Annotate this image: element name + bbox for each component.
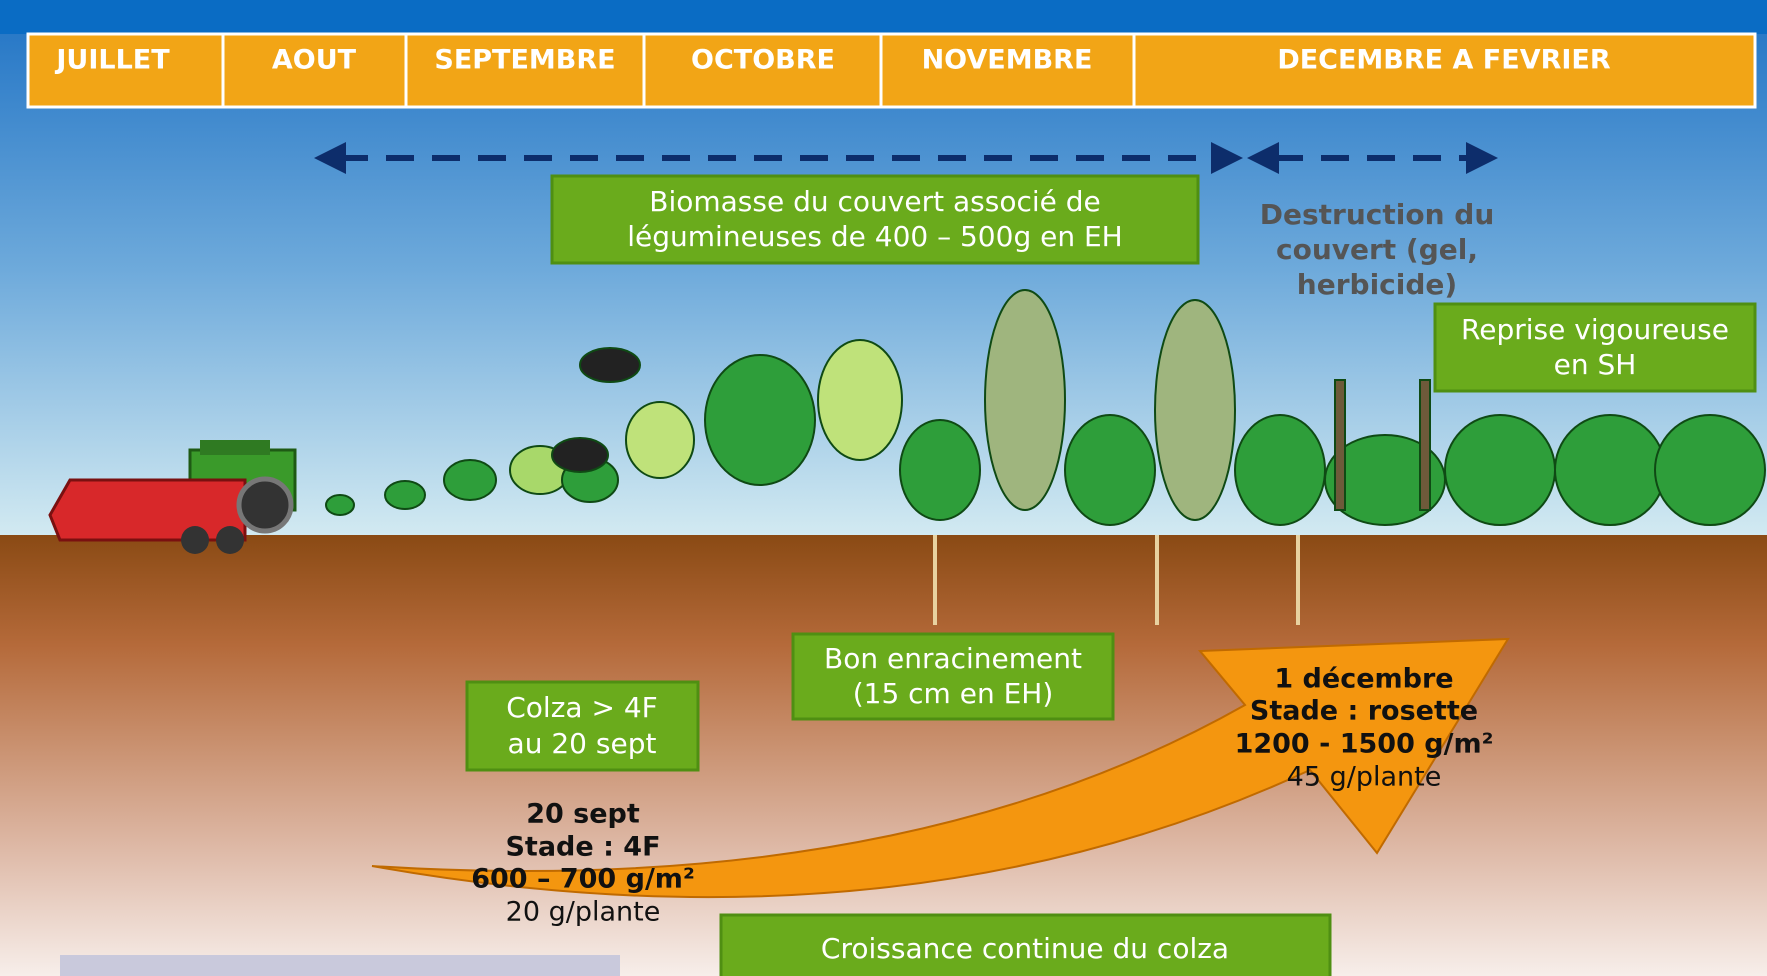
box-text: Bon enracinement	[824, 642, 1082, 675]
footer-strip	[60, 955, 620, 976]
destruction-text: Destruction du	[1260, 198, 1495, 231]
dec-text: 1 décembre	[1274, 664, 1453, 695]
month: NOVEMBRE	[922, 45, 1093, 76]
colza-box	[465, 680, 700, 772]
box-text: Colza > 4F	[506, 691, 658, 724]
box-text: en SH	[1554, 348, 1637, 381]
root-box	[791, 632, 1115, 721]
box-text: (15 cm en EH)	[853, 677, 1054, 710]
plants	[325, 289, 1766, 526]
tractor	[48, 440, 297, 554]
box-text: Croissance continue du colza	[821, 932, 1229, 965]
sept-text: 20 g/plante	[506, 897, 661, 928]
biomass-box	[550, 174, 1200, 265]
month-bar	[26, 32, 1757, 109]
box-text: au 20 sept	[508, 727, 657, 760]
box-text: légumineuses de 400 – 500g en EH	[627, 220, 1122, 253]
destruction-text: herbicide)	[1297, 268, 1457, 301]
soil	[0, 535, 1767, 976]
month: OCTOBRE	[691, 45, 835, 76]
roots	[933, 535, 1300, 625]
box-text: Biomasse du couvert associé de	[649, 185, 1101, 218]
growth-box	[719, 913, 1332, 976]
dec-text: Stade : rosette	[1250, 696, 1478, 727]
growth-arrow	[371, 637, 1510, 899]
month: SEPTEMBRE	[434, 45, 615, 76]
dec-text: 45 g/plante	[1287, 762, 1442, 793]
month: JUILLET	[54, 45, 170, 76]
month: DECEMBRE A FEVRIER	[1277, 45, 1611, 76]
box-text: Reprise vigoureuse	[1461, 313, 1729, 346]
sept-text: 600 – 700 g/m²	[471, 864, 695, 895]
month-dividers	[221, 34, 1136, 107]
sept-text: 20 sept	[526, 799, 640, 830]
arrowheads	[314, 142, 1498, 174]
top-band	[0, 0, 1767, 34]
destruction-text: couvert (gel,	[1276, 233, 1478, 266]
sept-text: Stade : 4F	[505, 832, 660, 863]
month: AOUT	[272, 45, 357, 76]
reprise-box	[1433, 302, 1757, 393]
dec-text: 1200 - 1500 g/m²	[1235, 729, 1494, 760]
